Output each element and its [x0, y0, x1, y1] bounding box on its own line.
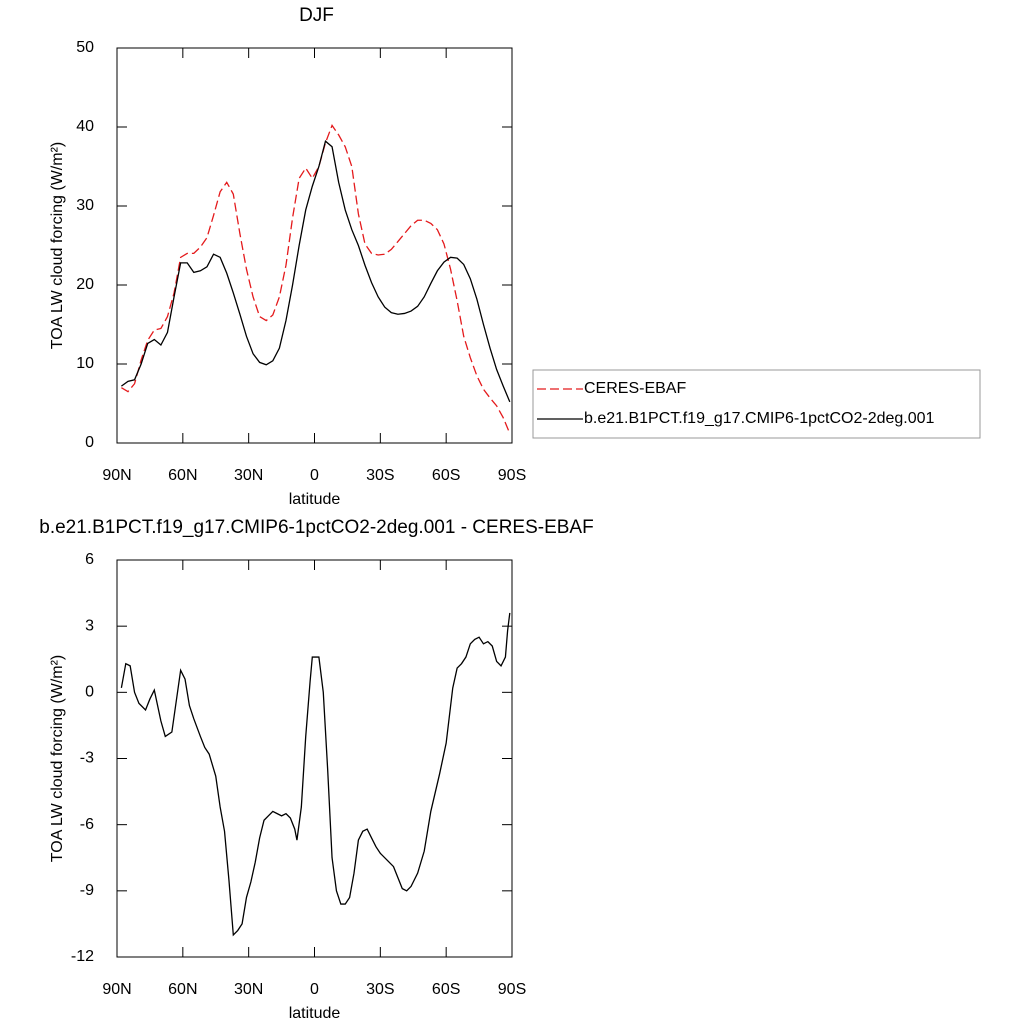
legend-box	[532, 369, 981, 439]
x-tick-label: 30S	[366, 981, 394, 998]
chart-title: DJF	[299, 5, 334, 26]
y-tick-label: -9	[80, 882, 94, 899]
y-tick-label: -3	[80, 750, 94, 767]
x-tick-label: 30N	[234, 981, 263, 998]
x-tick-label: 90N	[102, 981, 131, 998]
y-tick-label: -12	[71, 948, 94, 965]
x-tick-label: 30N	[234, 467, 263, 484]
y-axis-label: TOA LW cloud forcing (W/m²)	[49, 655, 66, 862]
y-tick-label: 30	[76, 197, 94, 214]
x-tick-label: 60S	[432, 981, 460, 998]
x-tick-label: 90S	[498, 467, 526, 484]
x-tick-label: 0	[310, 467, 319, 484]
y-tick-label: 6	[85, 551, 94, 568]
y-axis-label: TOA LW cloud forcing (W/m²)	[49, 142, 66, 349]
x-tick-label: 90S	[498, 981, 526, 998]
chart-title: b.e21.B1PCT.f19_g17.CMIP6-1pctCO2-2deg.0…	[39, 517, 593, 538]
data-line	[121, 140, 511, 403]
y-tick-label: 50	[76, 39, 94, 56]
plot-frame	[116, 559, 513, 958]
x-tick-label: 60N	[168, 981, 197, 998]
x-tick-label: 60S	[432, 467, 460, 484]
y-tick-label: -6	[80, 816, 94, 833]
data-line	[120, 612, 511, 937]
y-tick-label: 10	[76, 355, 94, 372]
y-tick-label: 3	[85, 617, 94, 634]
x-tick-label: 30S	[366, 467, 394, 484]
y-tick-label: 20	[76, 276, 94, 293]
x-tick-label: 60N	[168, 467, 197, 484]
x-tick-label: 0	[310, 981, 319, 998]
x-tick-label: 90N	[102, 467, 131, 484]
legend-label: CERES-EBAF	[584, 380, 686, 397]
plot-frame	[116, 47, 513, 444]
y-tick-label: 40	[76, 118, 94, 135]
legend-label: b.e21.B1PCT.f19_g17.CMIP6-1pctCO2-2deg.0…	[584, 410, 935, 427]
x-axis-label: latitude	[289, 491, 341, 508]
y-tick-label: 0	[85, 684, 94, 701]
data-line	[121, 124, 511, 434]
x-axis-label: latitude	[289, 1005, 341, 1022]
y-tick-label: 0	[85, 434, 94, 451]
